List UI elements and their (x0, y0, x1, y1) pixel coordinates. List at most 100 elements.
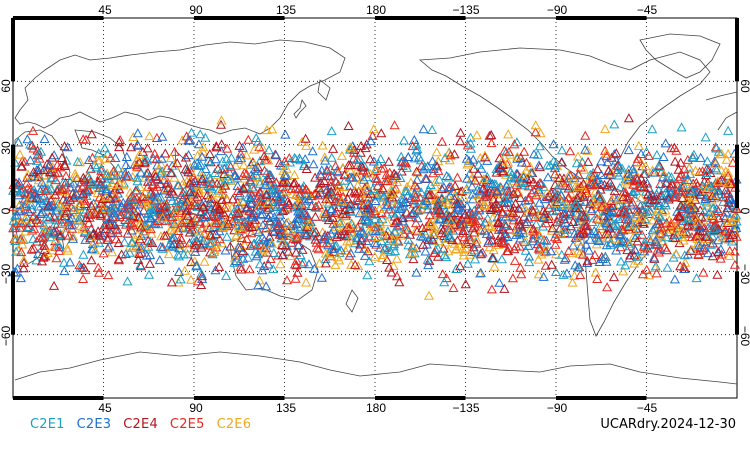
observation-marker (441, 170, 452, 180)
observation-marker (205, 230, 216, 240)
observation-marker (127, 193, 138, 203)
observation-marker (363, 230, 374, 240)
observation-marker (107, 179, 118, 189)
observation-marker (74, 200, 85, 210)
observation-marker (639, 237, 650, 247)
observation-marker (599, 201, 610, 211)
observation-marker (699, 222, 710, 232)
observation-marker (615, 242, 626, 252)
observation-marker (62, 245, 73, 255)
observation-marker (645, 236, 656, 246)
observation-marker (445, 150, 456, 160)
observation-marker (18, 263, 29, 273)
observation-marker (286, 183, 297, 194)
observation-marker (52, 184, 63, 194)
observation-marker (474, 199, 485, 209)
observation-marker (711, 143, 722, 153)
observation-marker (637, 269, 648, 279)
observation-marker (35, 195, 46, 205)
observation-marker (494, 277, 505, 287)
observation-marker (233, 242, 244, 252)
observation-marker (246, 210, 257, 220)
observation-marker (391, 170, 402, 180)
observation-marker (236, 264, 247, 274)
observation-marker (175, 238, 186, 248)
observation-marker (31, 255, 42, 265)
observation-marker (376, 163, 387, 173)
observation-marker (469, 221, 480, 231)
observation-marker (50, 175, 61, 185)
observation-marker (497, 155, 508, 165)
observation-marker (254, 178, 266, 188)
observation-marker (158, 171, 169, 181)
observation-marker (481, 228, 492, 238)
observation-marker (676, 225, 687, 235)
observation-marker (190, 239, 201, 249)
observation-marker (22, 172, 33, 182)
observation-marker (623, 144, 634, 155)
observation-marker (147, 179, 159, 189)
observation-marker (620, 213, 631, 223)
observation-marker (638, 241, 649, 251)
observation-marker (710, 191, 722, 201)
observation-marker (156, 153, 167, 163)
observation-marker (261, 167, 272, 177)
observation-marker (274, 192, 285, 202)
observation-marker (173, 266, 185, 276)
observation-marker (362, 203, 374, 213)
observation-marker (343, 120, 354, 130)
legend: C2E1 C2E3 C2E4 C2E5 C2E6 (30, 417, 263, 432)
left-lat-label: 0 (0, 207, 13, 214)
observation-marker (568, 174, 579, 184)
observation-marker (328, 246, 339, 256)
observation-marker (321, 197, 332, 207)
observation-marker (169, 172, 180, 182)
observation-marker (360, 143, 371, 153)
observation-marker (196, 270, 208, 281)
observation-marker (582, 256, 593, 266)
frame-tick-bar (194, 396, 285, 400)
observation-marker (326, 205, 337, 215)
observation-marker (43, 184, 54, 194)
observation-marker (452, 172, 463, 182)
observation-marker (225, 161, 236, 171)
observation-marker (549, 163, 560, 173)
observation-marker (488, 244, 499, 255)
observation-marker (681, 179, 692, 189)
observation-marker (462, 140, 473, 150)
observation-marker (632, 251, 643, 261)
observation-marker (60, 210, 71, 220)
observation-marker (602, 157, 613, 167)
observation-marker (166, 277, 177, 287)
observation-marker (607, 194, 618, 204)
observation-marker (193, 184, 204, 194)
observation-marker (409, 248, 420, 258)
observation-marker (233, 207, 244, 217)
observation-marker (384, 167, 395, 177)
observation-marker (573, 262, 584, 272)
observation-marker (195, 160, 206, 170)
observation-marker (362, 182, 373, 193)
observation-marker (439, 250, 450, 260)
observation-marker (330, 196, 341, 206)
observation-marker (575, 181, 586, 191)
observation-marker (447, 234, 458, 244)
observation-marker (462, 173, 473, 183)
observation-marker (20, 198, 31, 208)
observation-marker (16, 246, 27, 257)
observation-marker (250, 163, 261, 173)
observation-marker (398, 200, 409, 210)
observation-marker (369, 237, 380, 247)
observation-marker (313, 244, 324, 254)
observation-marker (602, 211, 613, 221)
observation-marker (105, 193, 116, 203)
observation-marker (260, 179, 271, 190)
observation-marker (529, 211, 541, 222)
observation-marker (565, 146, 576, 156)
observation-marker (93, 226, 104, 236)
observation-marker (628, 231, 639, 241)
observation-marker (193, 231, 204, 241)
observation-marker (514, 215, 525, 225)
observation-marker (22, 183, 33, 193)
observation-marker (172, 180, 183, 190)
